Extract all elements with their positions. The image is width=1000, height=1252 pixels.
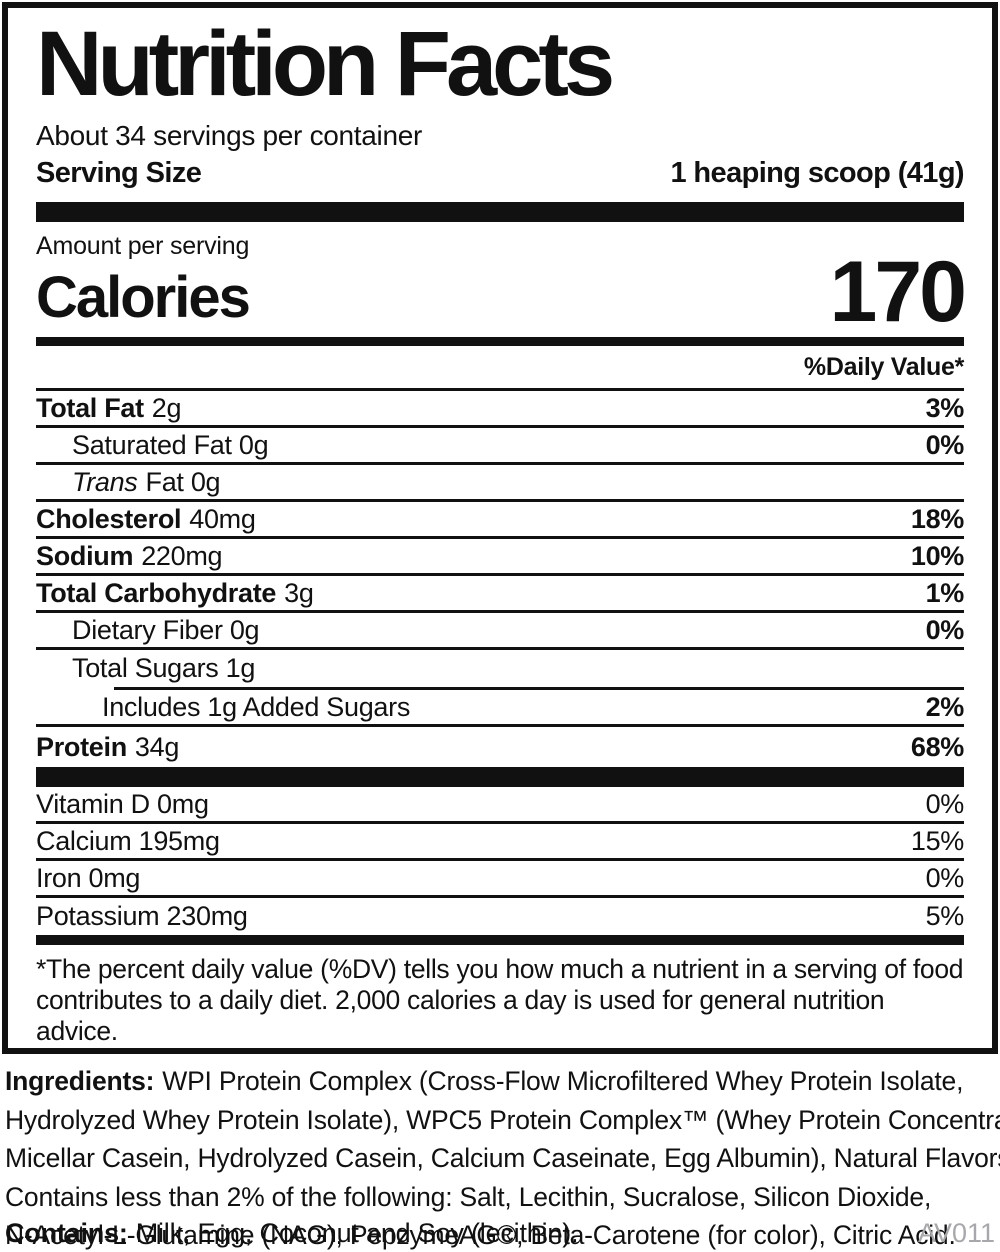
nutrient-name: Includes 1g Added Sugars: [102, 691, 411, 722]
ingredients-section: Ingredients: WPI Protein Complex (Cross-F…: [5, 1062, 1000, 1252]
ingredients-line: N-Acetyl-L-Glutamine (NAG), PepzymeAG®, …: [5, 1220, 956, 1250]
nutrient-percent: 1%: [925, 577, 965, 608]
ingredients-label: Ingredients:: [5, 1066, 155, 1096]
nutrient-name: Dietary Fiber 0g: [72, 614, 260, 645]
nutrient-amount: 2g: [151, 392, 182, 423]
nutrient-percent: 0%: [925, 614, 965, 645]
servings-per-container: About 34 servings per container: [36, 120, 423, 151]
nutrient-name: Saturated Fat 0g: [72, 429, 269, 460]
calories-value: 170: [829, 244, 967, 340]
nutrient-name: Sodium: [36, 540, 134, 571]
nutrient-name: Vitamin D 0mg: [36, 788, 209, 819]
nutrient-amount: 34g: [134, 731, 180, 762]
thick-divider-top: [36, 202, 964, 222]
nutrient-amount: 40mg: [189, 503, 256, 534]
footnote-line: *The percent daily value (%DV) tells you…: [36, 954, 964, 985]
nutrient-amount: 220mg: [141, 540, 223, 571]
serving-size-row: Serving Size 1 heaping scoop (41g): [36, 157, 965, 190]
nutrient-name: Cholesterol: [36, 503, 182, 534]
nutrient-name: Total Fat: [36, 392, 144, 423]
nutrient-percent: 5%: [925, 901, 965, 932]
nutrient-name: Protein: [36, 731, 127, 762]
nutrient-name: Total Carbohydrate: [36, 577, 277, 608]
daily-value-footnote: *The percent daily value (%DV) tells you…: [36, 954, 964, 1047]
nutrient-percent: 68%: [910, 731, 964, 762]
micronutrient-row-calcium: Calcium 195mg 15%: [36, 824, 964, 862]
nutrient-percent: 15%: [910, 825, 964, 856]
nutrient-percent: 0%: [925, 788, 965, 819]
amount-per-serving-label: Amount per serving: [36, 232, 250, 260]
nutrient-percent: 3%: [925, 392, 965, 423]
nutrient-row-cholesterol: Cholesterol 40mg 18%: [36, 502, 964, 540]
contains-label: Contains:: [5, 1218, 128, 1248]
nutrient-percent: 0%: [925, 429, 965, 460]
micronutrient-row-vitamin-d: Vitamin D 0mg 0%: [36, 787, 965, 825]
nutrient-name: Iron 0mg: [36, 862, 141, 893]
nutrient-row-protein: Protein 34g 68%: [36, 727, 964, 767]
nutrient-name-italic: Trans: [72, 466, 138, 497]
nutrient-percent: 0%: [925, 862, 965, 893]
nutrient-row-added-sugars: Includes 1g Added Sugars 2%: [36, 690, 965, 728]
footnote-line: contributes to a daily diet. 2,000 calor…: [36, 985, 885, 1047]
nutrient-name: Fat 0g: [145, 466, 221, 497]
allergen-statement: Contains: Milk, Egg, Coconut and Soy (lec…: [5, 1218, 579, 1249]
nutrient-name: Total Sugars 1g: [72, 653, 256, 684]
nutrient-row-total-carbohydrate: Total Carbohydrate 3g 1%: [36, 576, 965, 614]
indented-divider-sugars: [114, 687, 964, 691]
ingredients-line: Contains less than 2% of the following: …: [5, 1181, 932, 1212]
nutrient-row-dietary-fiber: Dietary Fiber 0g 0%: [36, 613, 965, 651]
ingredients-line: Hydrolyzed Whey Protein Isolate), WPC5 P…: [5, 1104, 1000, 1135]
nutrient-name: Calcium 195mg: [36, 825, 220, 856]
nutrient-percent: 10%: [910, 540, 964, 571]
medium-divider-calories: [36, 337, 964, 347]
product-code: AV011: [917, 1218, 995, 1248]
nutrient-percent: 2%: [925, 691, 965, 722]
serving-size-value: 1 heaping scoop (41g): [670, 157, 964, 189]
serving-size-label: Serving Size: [36, 157, 202, 189]
ingredients-line: Micellar Casein, Hydrolyzed Casein, Calc…: [5, 1143, 1000, 1173]
panel-title: Nutrition Facts: [36, 13, 615, 115]
nutrient-row-total-fat: Total Fat 2g 3%: [36, 391, 965, 429]
nutrient-row-total-sugars: Total Sugars 1g: [36, 650, 964, 687]
thick-divider-protein: [36, 767, 964, 788]
micronutrient-row-potassium: Potassium 230mg 5%: [36, 898, 964, 935]
nutrient-row-saturated-fat: Saturated Fat 0g 0%: [36, 428, 965, 466]
micronutrient-row-iron: Iron 0mg 0%: [36, 861, 965, 899]
calories-row: Calories 170: [36, 244, 967, 340]
daily-value-header: %Daily Value*: [36, 346, 964, 392]
ingredients-line: Ingredients: WPI Protein Complex (Cross-F…: [5, 1062, 997, 1101]
nutrient-amount: 3g: [284, 577, 314, 608]
calories-label: Calories: [36, 265, 251, 331]
nutrient-row-sodium: Sodium 220mg 10%: [36, 539, 964, 577]
contains-text: Milk, Egg, Coconut and Soy (lecithin).: [135, 1218, 579, 1248]
nutrient-row-trans-fat: Trans Fat 0g: [36, 465, 964, 503]
allergen-section: Contains: Milk, Egg, Coconut and Soy (lec…: [5, 1218, 995, 1249]
nutrient-name: Potassium 230mg: [36, 901, 248, 932]
ingredients-text: WPI Protein Complex (Cross-Flow Microfil…: [162, 1066, 964, 1096]
medium-divider-footnote: [36, 935, 964, 946]
nutrition-facts-panel: Nutrition Facts About 34 servings per co…: [2, 2, 998, 1054]
nutrient-percent: 18%: [910, 503, 964, 534]
